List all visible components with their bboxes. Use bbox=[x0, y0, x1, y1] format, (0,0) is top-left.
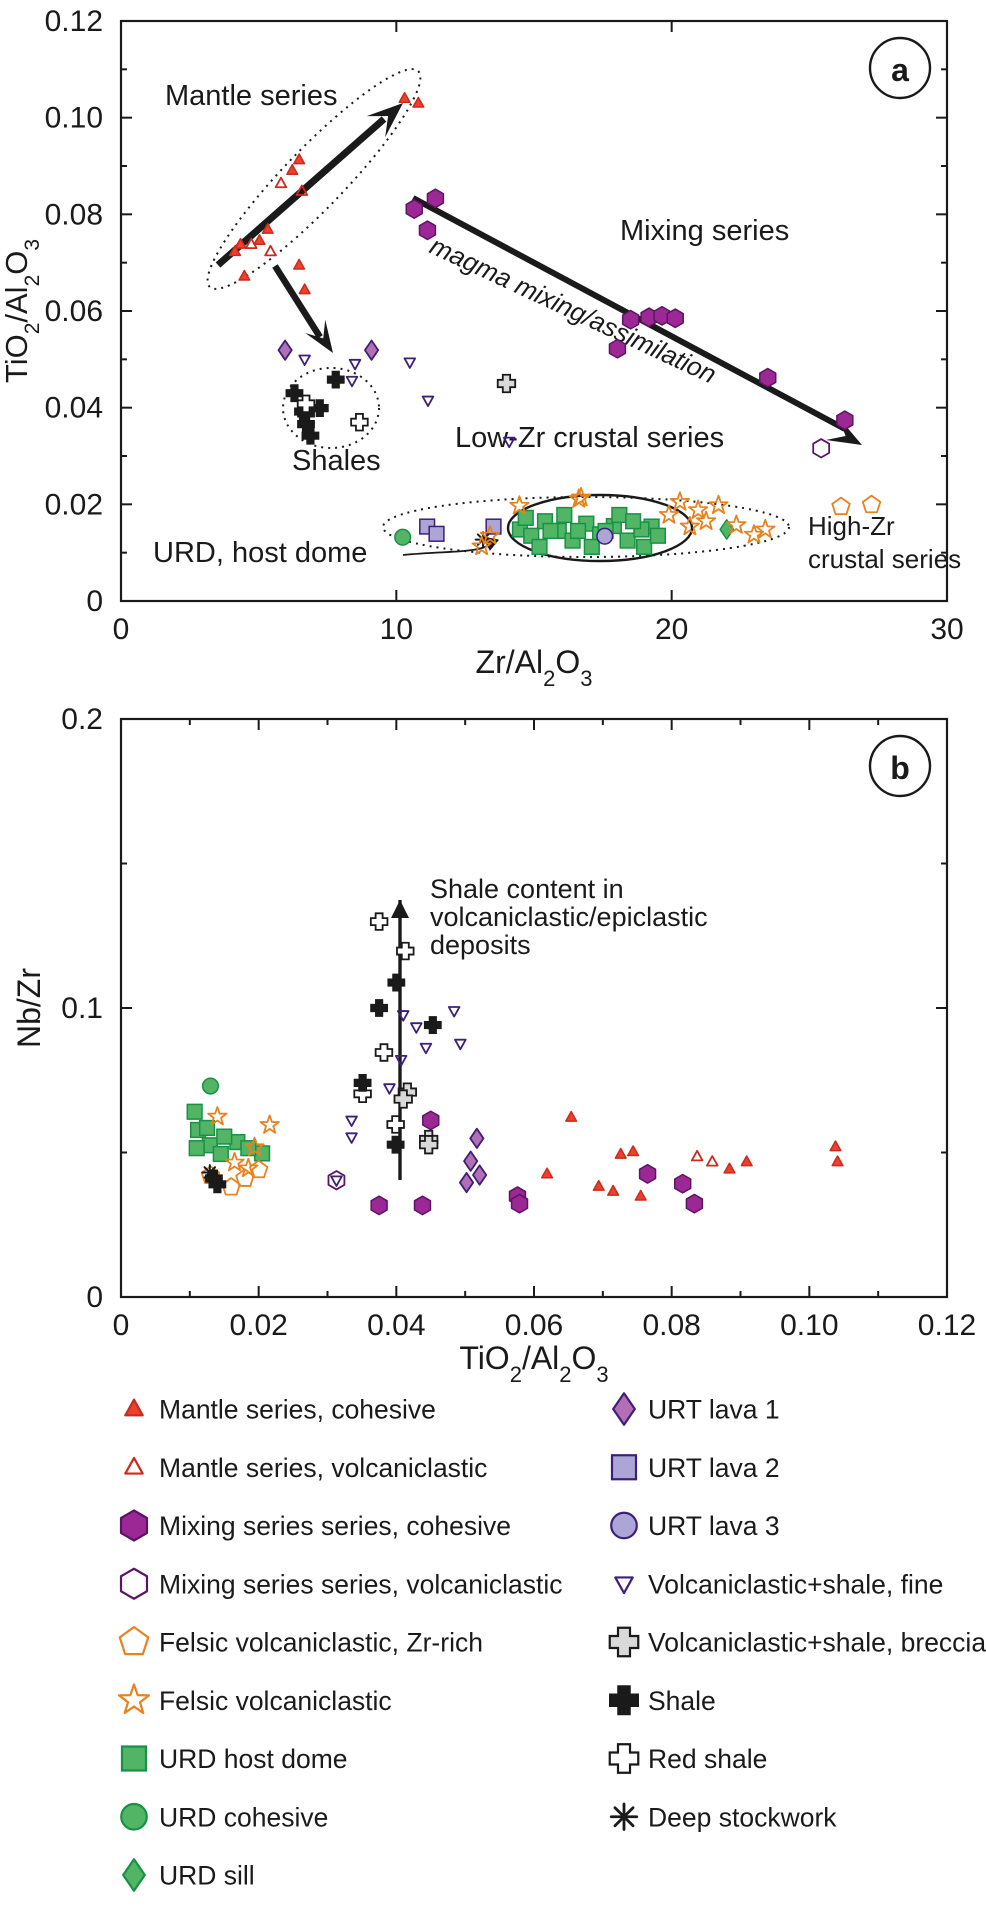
svg-text:0.1: 0.1 bbox=[61, 992, 103, 1025]
svg-text:0: 0 bbox=[113, 613, 130, 646]
svg-text:Mixing series series, cohesive: Mixing series series, cohesive bbox=[159, 1511, 511, 1541]
svg-text:Mantle series: Mantle series bbox=[165, 80, 337, 112]
svg-text:10: 10 bbox=[380, 613, 413, 646]
svg-text:0.10: 0.10 bbox=[780, 1309, 838, 1342]
svg-text:Mantle series, cohesive: Mantle series, cohesive bbox=[159, 1395, 436, 1425]
svg-text:a: a bbox=[891, 52, 909, 88]
svg-text:Volcaniclastic+shale, breccia: Volcaniclastic+shale, breccia bbox=[648, 1628, 986, 1658]
svg-text:Felsic volcaniclastic, Zr-rich: Felsic volcaniclastic, Zr-rich bbox=[159, 1628, 483, 1658]
svg-text:URT lava 2: URT lava 2 bbox=[648, 1453, 780, 1483]
svg-text:Felsic volcaniclastic: Felsic volcaniclastic bbox=[159, 1686, 392, 1716]
svg-text:0.12: 0.12 bbox=[45, 5, 103, 38]
svg-text:Volcaniclastic+shale, fine: Volcaniclastic+shale, fine bbox=[648, 1569, 943, 1599]
svg-text:URD host dome: URD host dome bbox=[159, 1744, 348, 1774]
svg-text:Mixing series: Mixing series bbox=[620, 215, 789, 247]
svg-text:Shale content in: Shale content in bbox=[430, 874, 624, 904]
svg-text:deposits: deposits bbox=[430, 930, 531, 960]
svg-text:0.08: 0.08 bbox=[642, 1309, 700, 1342]
svg-text:crustal series: crustal series bbox=[808, 544, 961, 574]
svg-text:0.02: 0.02 bbox=[45, 488, 103, 521]
svg-text:0.02: 0.02 bbox=[229, 1309, 287, 1342]
svg-text:URD cohesive: URD cohesive bbox=[159, 1802, 328, 1832]
svg-text:0: 0 bbox=[86, 585, 103, 618]
svg-text:0.12: 0.12 bbox=[918, 1309, 976, 1342]
svg-text:Nb/Zr: Nb/Zr bbox=[11, 968, 47, 1048]
svg-text:0.08: 0.08 bbox=[45, 198, 103, 231]
svg-text:0.06: 0.06 bbox=[505, 1309, 563, 1342]
svg-text:URT lava 1: URT lava 1 bbox=[648, 1395, 780, 1425]
svg-text:30: 30 bbox=[930, 613, 963, 646]
svg-text:Low-Zr crustal series: Low-Zr crustal series bbox=[455, 422, 724, 454]
svg-text:0.2: 0.2 bbox=[61, 703, 103, 736]
svg-text:volcaniclastic/epiclastic: volcaniclastic/epiclastic bbox=[430, 902, 708, 932]
svg-text:Deep stockwork: Deep stockwork bbox=[648, 1802, 837, 1832]
svg-text:20: 20 bbox=[655, 613, 688, 646]
svg-text:URT lava 3: URT lava 3 bbox=[648, 1511, 780, 1541]
svg-text:Shales: Shales bbox=[292, 445, 381, 477]
svg-text:0.04: 0.04 bbox=[367, 1309, 425, 1342]
svg-text:URD sill: URD sill bbox=[159, 1861, 255, 1891]
svg-text:Mixing series series, volcanic: Mixing series series, volcaniclastic bbox=[159, 1569, 563, 1599]
svg-text:Shale: Shale bbox=[648, 1686, 716, 1716]
svg-text:Mantle series, volcaniclastic: Mantle series, volcaniclastic bbox=[159, 1453, 487, 1483]
svg-text:b: b bbox=[890, 750, 910, 786]
svg-text:0: 0 bbox=[113, 1309, 130, 1342]
svg-text:0: 0 bbox=[86, 1281, 103, 1314]
svg-text:0.04: 0.04 bbox=[45, 392, 103, 425]
svg-text:URD, host dome: URD, host dome bbox=[153, 537, 367, 569]
svg-text:0.06: 0.06 bbox=[45, 295, 103, 328]
svg-text:0.10: 0.10 bbox=[45, 102, 103, 135]
svg-text:High-Zr: High-Zr bbox=[808, 511, 895, 541]
svg-text:Red shale: Red shale bbox=[648, 1744, 767, 1774]
